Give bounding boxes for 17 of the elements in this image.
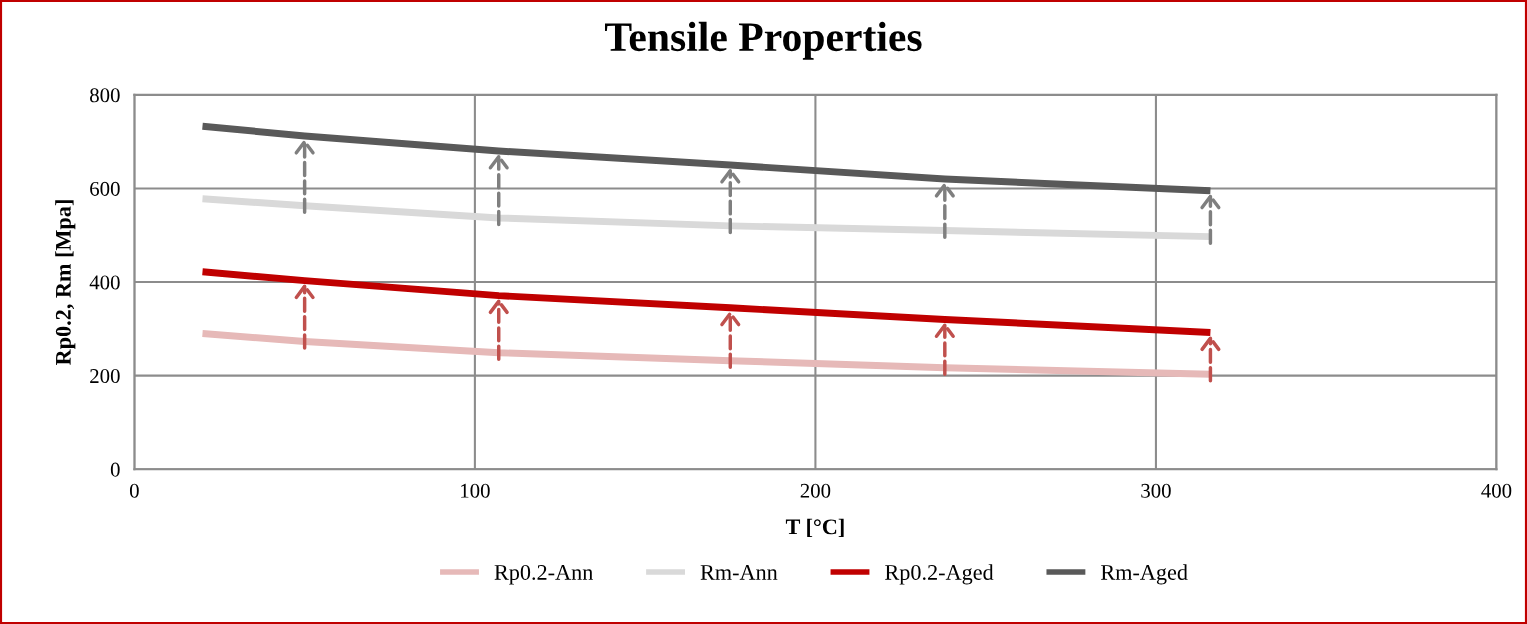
y-tick-label: 400 — [89, 275, 120, 290]
x-axis-title: T [°C] — [785, 518, 844, 538]
legend-label: Rm-Aged — [1100, 564, 1188, 585]
y-axis-title: Rp0.2, Rm [Mpa] — [55, 200, 76, 365]
y-tick-label: 0 — [110, 462, 120, 477]
y-tick-label: 200 — [90, 369, 120, 384]
legend-label: Rm-Ann — [700, 565, 778, 580]
y-tick-label: 800 — [90, 88, 120, 103]
legend-label: Rp0.2-Ann — [494, 564, 593, 585]
x-tick-label: 100 — [461, 483, 490, 498]
chart-title: Tensile Properties — [604, 21, 922, 60]
y-tick-label: 600 — [90, 181, 120, 196]
x-tick-label: 300 — [1141, 483, 1171, 498]
x-tick-label: 200 — [800, 483, 831, 498]
x-tick-label: 0 — [129, 483, 139, 498]
legend-label: Rp0.2-Aged — [885, 564, 994, 585]
x-tick-label: 400 — [1481, 483, 1512, 498]
